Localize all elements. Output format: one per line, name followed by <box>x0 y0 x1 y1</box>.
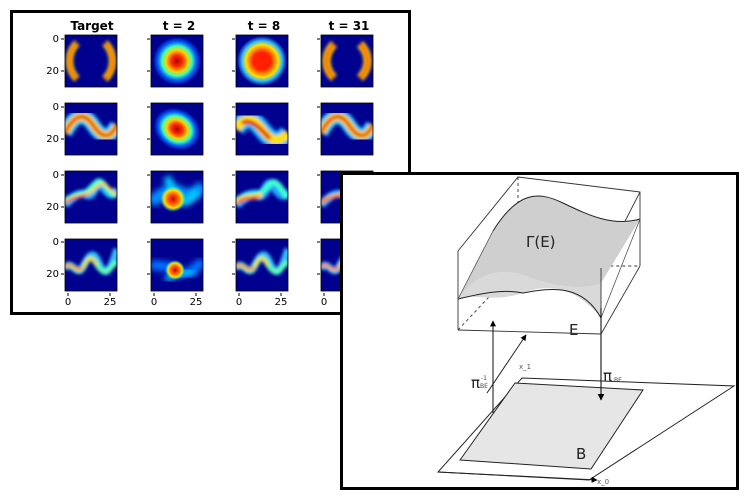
y-tick-row3-0: 0 <box>53 170 59 181</box>
section-surface <box>457 195 641 319</box>
heatmap-r3-t2 <box>150 170 204 224</box>
base-space-label: B <box>576 445 586 463</box>
column-title-t31: t = 31 <box>329 19 370 33</box>
column-title-t8: t = 8 <box>248 19 281 33</box>
heatmap-grid-panel: Target t = 2 t = 8 t = 31 0 20 0 20 0 20… <box>10 10 411 315</box>
heatmap-r4-t8 <box>235 238 289 292</box>
heatmap-r3-target <box>64 170 118 224</box>
heatmap-r3-t8 <box>235 170 289 224</box>
section-label: Γ(E) <box>526 233 556 251</box>
inverse-projection-label: π -1 BE <box>471 374 488 392</box>
y-tick-row1-0: 0 <box>53 34 59 45</box>
heatmap-r1-target <box>64 34 118 88</box>
axis-x0 <box>437 471 598 483</box>
x-tick-col4-0: 0 <box>321 297 327 308</box>
y-tick-row2-0: 0 <box>53 102 59 113</box>
inverse-projection-superscript: -1 <box>481 375 487 382</box>
heatmap-r2-t8 <box>235 102 289 156</box>
projection-subscript: BE <box>614 377 622 384</box>
heatmap-r1-t8 <box>235 34 289 88</box>
x-tick-col1-25: 25 <box>104 297 117 308</box>
x-tick-col3-25: 25 <box>275 297 288 308</box>
axis-x1-label: x_1 <box>519 363 531 371</box>
y-tick-row3-20: 20 <box>46 202 59 213</box>
inverse-projection-symbol: π <box>471 374 480 392</box>
column-title-target: Target <box>70 19 113 33</box>
x-tick-col2-25: 25 <box>190 297 203 308</box>
heatmap-r1-t31 <box>320 34 374 88</box>
y-tick-row4-20: 20 <box>46 269 59 280</box>
y-tick-row2-20: 20 <box>46 134 59 145</box>
heatmap-r4-t2 <box>150 238 204 292</box>
y-tick-row4-0: 0 <box>53 237 59 248</box>
projection-label: π BE <box>603 367 622 385</box>
total-space-label: E <box>569 321 578 339</box>
x-tick-col2-0: 0 <box>151 297 157 308</box>
heatmap-grid-figure: Target t = 2 t = 8 t = 31 0 20 0 20 0 20… <box>46 19 374 308</box>
column-title-t2: t = 2 <box>163 19 196 33</box>
heatmap-r2-t2 <box>150 102 204 156</box>
inverse-projection-subscript: BE <box>480 383 488 390</box>
fiber-bundle-panel: Γ(E) E B π -1 BE π BE x_1 x_0 <box>340 172 739 490</box>
heatmap-r2-target <box>64 102 118 156</box>
projection-symbol: π <box>603 367 612 385</box>
heatmap-r2-t31 <box>320 102 374 156</box>
x-tick-col3-0: 0 <box>236 297 242 308</box>
heatmap-r1-t2 <box>150 34 204 88</box>
y-tick-row1-20: 20 <box>46 66 59 77</box>
base-space-b <box>436 377 736 481</box>
heatmap-r4-target <box>64 238 118 292</box>
axis-x0-label: x_0 <box>597 478 609 486</box>
x-tick-col1-0: 0 <box>65 297 71 308</box>
fiber-bundle-diagram: Γ(E) E B π -1 BE π BE x_1 x_0 <box>436 176 736 486</box>
